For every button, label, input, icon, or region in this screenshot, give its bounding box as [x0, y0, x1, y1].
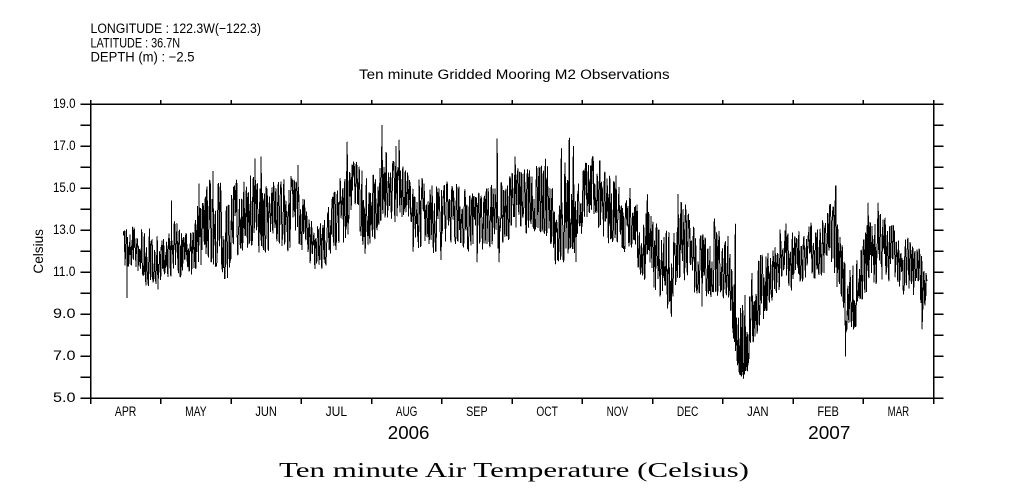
- svg-text:JAN: JAN: [747, 404, 769, 419]
- svg-text:11.0: 11.0: [53, 264, 76, 279]
- svg-text:APR: APR: [115, 404, 137, 419]
- svg-text:19.0: 19.0: [53, 96, 76, 111]
- svg-text:5.0: 5.0: [53, 390, 76, 405]
- svg-text:MAY: MAY: [185, 404, 207, 419]
- svg-text:AUG: AUG: [396, 404, 418, 419]
- svg-text:Ten minute Gridded Mooring M2: Ten minute Gridded Mooring M2 Observatio…: [359, 67, 670, 82]
- svg-text:OCT: OCT: [536, 404, 558, 419]
- svg-text:DEC: DEC: [677, 404, 699, 419]
- svg-text:9.0: 9.0: [53, 306, 76, 321]
- svg-text:SEP: SEP: [466, 404, 488, 419]
- svg-text:2006: 2006: [388, 423, 430, 443]
- svg-text:MAR: MAR: [888, 404, 910, 419]
- svg-text:7.0: 7.0: [53, 348, 76, 363]
- svg-text:Celsius: Celsius: [31, 229, 46, 274]
- svg-text:JUN: JUN: [255, 404, 277, 419]
- svg-text:LATITUDE : 36.7N: LATITUDE : 36.7N: [91, 35, 181, 50]
- svg-text:DEPTH (m) : −2.5: DEPTH (m) : −2.5: [91, 50, 195, 65]
- svg-text:NOV: NOV: [607, 404, 629, 419]
- svg-text:17.0: 17.0: [53, 138, 76, 153]
- svg-text:JUL: JUL: [326, 404, 348, 419]
- svg-text:15.0: 15.0: [53, 180, 76, 195]
- svg-text:FEB: FEB: [817, 404, 839, 419]
- svg-text:LONGITUDE : 122.3W(−122.3): LONGITUDE : 122.3W(−122.3): [91, 21, 262, 36]
- svg-text:13.0: 13.0: [53, 222, 76, 237]
- svg-text:2007: 2007: [808, 423, 850, 443]
- svg-text:Ten minute Air Temperature (Ce: Ten minute Air Temperature (Celsius): [279, 458, 749, 482]
